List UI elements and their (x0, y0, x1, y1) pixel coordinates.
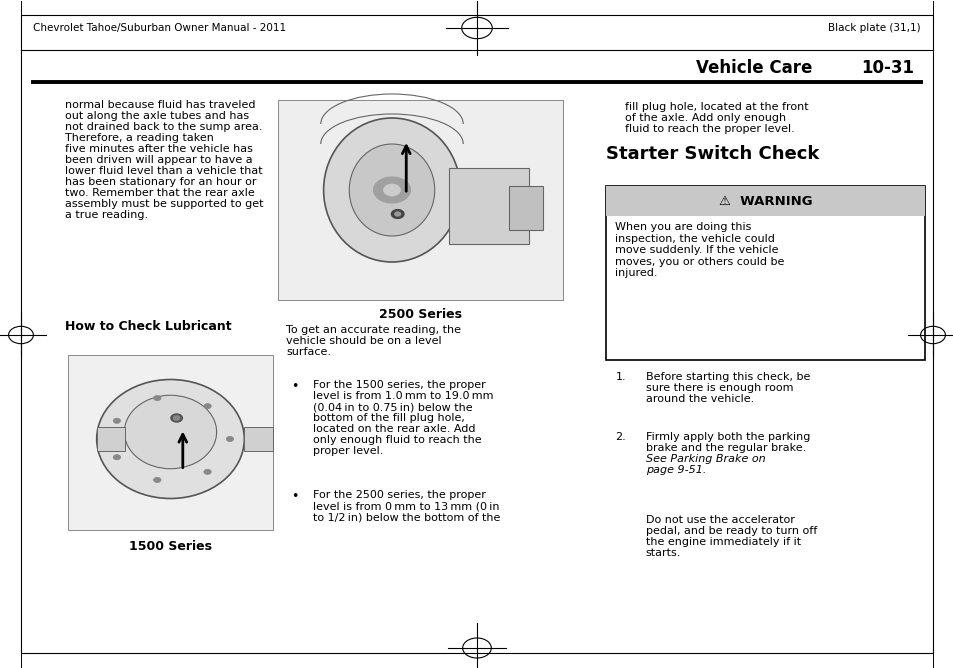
Text: inspection, the vehicle could: inspection, the vehicle could (615, 234, 775, 244)
Text: Black plate (31,1): Black plate (31,1) (827, 23, 920, 33)
Text: brake and the regular brake.: brake and the regular brake. (645, 443, 805, 453)
Text: When you are doing this: When you are doing this (615, 222, 751, 232)
Text: ⚠  WARNING: ⚠ WARNING (718, 194, 812, 208)
Text: fill plug hole, located at the front: fill plug hole, located at the front (624, 102, 807, 112)
Text: level is from 0 mm to 13 mm (0 in: level is from 0 mm to 13 mm (0 in (313, 501, 498, 511)
Text: surface.: surface. (286, 347, 331, 357)
Text: move suddenly. If the vehicle: move suddenly. If the vehicle (615, 245, 778, 255)
Text: sure there is enough room: sure there is enough room (645, 383, 793, 393)
Text: Firmly apply both the parking: Firmly apply both the parking (645, 432, 809, 442)
Text: two. Remember that the rear axle: two. Remember that the rear axle (65, 188, 254, 198)
Text: vehicle should be on a level: vehicle should be on a level (286, 336, 441, 346)
Bar (605, 186, 924, 216)
Text: How to Check Lubricant: How to Check Lubricant (65, 320, 232, 333)
Text: 10-31: 10-31 (860, 59, 913, 77)
Text: not drained back to the sump area.: not drained back to the sump area. (65, 122, 262, 132)
Ellipse shape (349, 144, 435, 236)
Text: only enough fluid to reach the: only enough fluid to reach the (313, 435, 481, 445)
Bar (68, 355, 273, 530)
Text: 1500 Series: 1500 Series (129, 540, 212, 553)
Text: page 9-51.: page 9-51. (645, 465, 705, 475)
Text: bottom of the fill plug hole,: bottom of the fill plug hole, (313, 413, 464, 423)
Circle shape (373, 177, 410, 203)
Text: See Parking Brake on: See Parking Brake on (645, 454, 764, 464)
Text: (0.04 in to 0.75 in) below the: (0.04 in to 0.75 in) below the (313, 402, 472, 412)
Text: For the 2500 series, the proper: For the 2500 series, the proper (313, 490, 485, 500)
Text: located on the rear axle. Add: located on the rear axle. Add (313, 424, 475, 434)
Circle shape (153, 395, 161, 401)
Ellipse shape (124, 395, 216, 469)
Text: For the 1500 series, the proper: For the 1500 series, the proper (313, 380, 485, 390)
Text: proper level.: proper level. (313, 446, 383, 456)
Ellipse shape (96, 379, 244, 498)
Bar (96, 427, 125, 452)
Circle shape (171, 414, 182, 422)
Circle shape (395, 212, 400, 216)
Circle shape (113, 418, 120, 424)
Text: 2500 Series: 2500 Series (378, 308, 461, 321)
Text: 2.: 2. (615, 432, 625, 442)
Bar (508, 186, 542, 230)
Text: been driven will appear to have a: been driven will appear to have a (65, 155, 253, 165)
Text: lower fluid level than a vehicle that: lower fluid level than a vehicle that (65, 166, 262, 176)
Text: out along the axle tubes and has: out along the axle tubes and has (65, 111, 249, 121)
Text: injured.: injured. (615, 269, 658, 279)
Text: pedal, and be ready to turn off: pedal, and be ready to turn off (645, 526, 817, 536)
Text: has been stationary for an hour or: has been stationary for an hour or (65, 177, 256, 187)
Circle shape (226, 436, 233, 442)
Text: To get an accurate reading, the: To get an accurate reading, the (286, 325, 460, 335)
Circle shape (383, 184, 400, 196)
Circle shape (391, 210, 403, 218)
Ellipse shape (323, 118, 460, 262)
Text: starts.: starts. (645, 548, 680, 558)
Text: Starter Switch Check: Starter Switch Check (605, 145, 819, 163)
Text: Chevrolet Tahoe/Suburban Owner Manual - 2011: Chevrolet Tahoe/Suburban Owner Manual - … (33, 23, 286, 33)
Bar (449, 168, 528, 244)
Text: the engine immediately if it: the engine immediately if it (645, 537, 801, 547)
Text: assembly must be supported to get: assembly must be supported to get (65, 199, 263, 209)
Text: Therefore, a reading taken: Therefore, a reading taken (65, 133, 213, 143)
Text: Before starting this check, be: Before starting this check, be (645, 372, 809, 382)
Text: around the vehicle.: around the vehicle. (645, 394, 753, 404)
Bar (605, 186, 924, 360)
Text: Do not use the accelerator: Do not use the accelerator (645, 515, 794, 525)
Text: •: • (291, 490, 298, 503)
Text: moves, you or others could be: moves, you or others could be (615, 257, 784, 267)
Circle shape (113, 455, 120, 460)
Circle shape (204, 403, 211, 409)
Circle shape (173, 416, 179, 420)
Text: fluid to reach the proper level.: fluid to reach the proper level. (624, 124, 794, 134)
Text: five minutes after the vehicle has: five minutes after the vehicle has (65, 144, 253, 154)
Circle shape (153, 478, 161, 482)
Text: Vehicle Care: Vehicle Care (696, 59, 812, 77)
Text: a true reading.: a true reading. (65, 210, 148, 220)
Circle shape (204, 469, 211, 474)
Text: •: • (291, 380, 298, 393)
Text: level is from 1.0 mm to 19.0 mm: level is from 1.0 mm to 19.0 mm (313, 391, 493, 401)
Text: of the axle. Add only enough: of the axle. Add only enough (624, 113, 785, 123)
Text: normal because fluid has traveled: normal because fluid has traveled (65, 100, 255, 110)
Bar (244, 427, 273, 452)
Bar (277, 100, 562, 300)
Text: to 1/2 in) below the bottom of the: to 1/2 in) below the bottom of the (313, 512, 499, 522)
Text: 1.: 1. (615, 372, 625, 382)
